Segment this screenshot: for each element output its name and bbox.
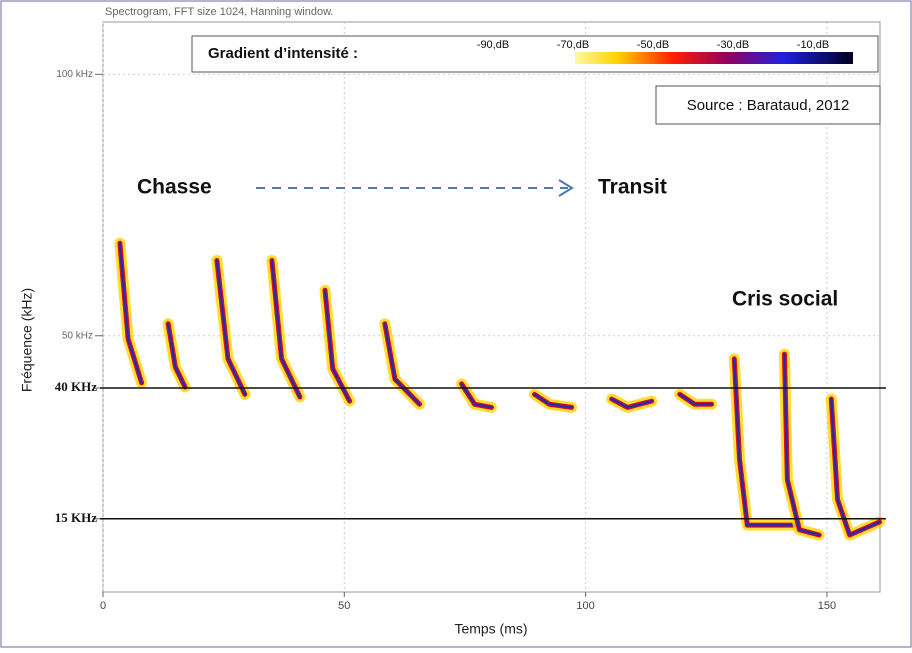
colorbar-tick-label: -50,dB: [637, 39, 669, 51]
y-tick-label: 50 kHz: [62, 330, 93, 341]
y-axis-label: Fréquence (kHz): [19, 288, 35, 392]
colorbar-tick-label: -70,dB: [557, 39, 589, 51]
chart: Spectrogram, FFT size 1024, Hanning wind…: [0, 0, 912, 648]
annotation: Chasse: [137, 176, 212, 199]
source: Source : Barataud, 2012: [687, 97, 850, 114]
x-tick-label: 100: [576, 600, 594, 612]
annotation: Transit: [598, 176, 667, 199]
y-tick-label: 40 KHz: [55, 379, 97, 394]
x-axis-label: Temps (ms): [454, 621, 527, 637]
y-tick-label: 100 kHz: [56, 69, 93, 80]
colorbar-tick-label: -10,dB: [797, 39, 829, 51]
y-tick-label: 15 KHz: [55, 510, 97, 525]
x-tick-label: 50: [338, 600, 350, 612]
x-tick-label: 150: [818, 600, 836, 612]
x-tick-label: 0: [100, 600, 106, 612]
colorbar-tick-label: -90,dB: [477, 39, 509, 51]
colorbar-tick-label: -30,dB: [717, 39, 749, 51]
chart-title: Spectrogram, FFT size 1024, Hanning wind…: [105, 6, 333, 18]
annotation: Cris social: [732, 288, 838, 311]
legend-title: Gradient d’intensité :: [208, 45, 358, 62]
colorbar: [575, 52, 853, 64]
